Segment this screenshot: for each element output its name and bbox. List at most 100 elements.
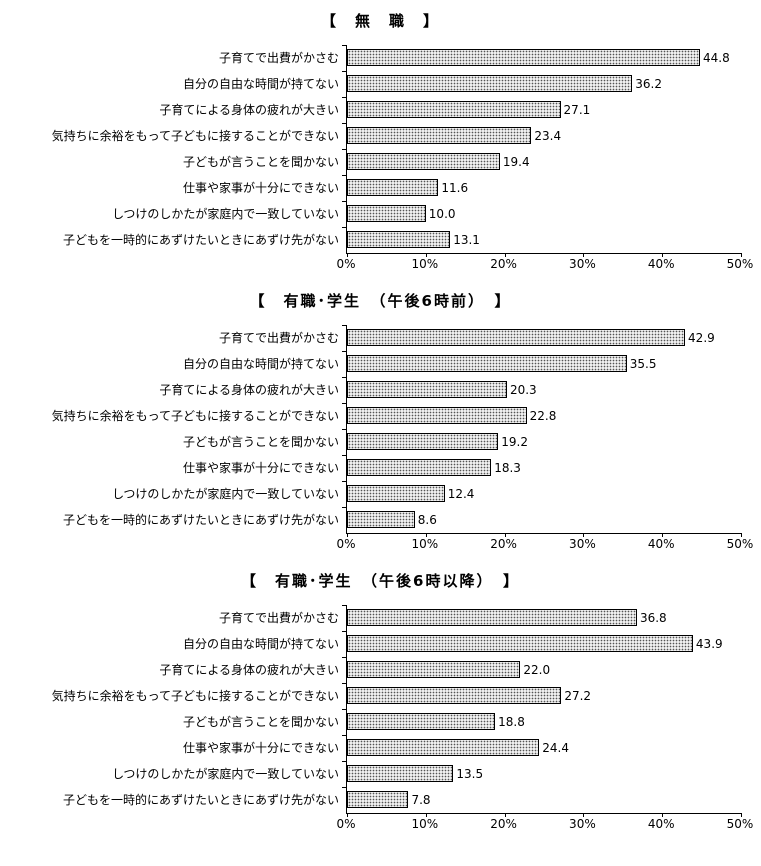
x-axis-tick: [741, 253, 742, 257]
value-label: 36.8: [639, 611, 667, 625]
bar: [347, 635, 693, 652]
category-label: 子どもが言うことを聞かない: [182, 435, 339, 449]
category-label: 子どもを一時的にあずけたいときにあずけ先がない: [62, 513, 339, 527]
category-label: 子育てによる身体の疲れが大きい: [159, 663, 339, 677]
bar-row: 子どもを一時的にあずけたいときにあずけ先がない 8.6: [63, 507, 741, 533]
x-axis-tick: [741, 813, 742, 817]
category-label: 子どもを一時的にあずけたいときにあずけ先がない: [62, 793, 339, 807]
bar: [347, 687, 562, 704]
bar-row: 子育てで出費がかさむ 42.9: [219, 325, 741, 351]
category-label: 子どもを一時的にあずけたいときにあずけ先がない: [62, 233, 339, 247]
bar-row: 仕事や家事が十分にできない 18.3: [183, 455, 741, 481]
value-label: 18.8: [498, 715, 525, 729]
value-label: 22.8: [529, 409, 557, 423]
x-axis-tick-label: 0%: [336, 817, 356, 831]
bar-row: 子どもが言うことを聞かない 19.4: [183, 149, 741, 175]
category-label: しつけのしかたが家庭内で一致していない: [112, 767, 339, 781]
plot-area: 子育てで出費がかさむ 44.8 自分の自由な時間が持てない 36.2 子育てによる身体の…: [52, 45, 742, 257]
x-axis-tick-label: 30%: [569, 537, 596, 551]
x-axis-tick-label: 50%: [726, 817, 754, 831]
bar-row: 仕事や家事が十分にできない 24.4: [183, 735, 741, 761]
x-axis-tick-label: 10%: [411, 537, 439, 551]
bar: [347, 713, 496, 730]
category-label: 仕事や家事が十分にできない: [182, 181, 339, 195]
category-label: 子育てによる身体の疲れが大きい: [159, 103, 339, 117]
bar: [347, 739, 540, 756]
chart-unemployed: 【 無 職 】 子育てで出費がかさむ 44.8 自分の自由な時間が持てない 36.2 子…: [0, 10, 761, 276]
bar: [347, 765, 454, 782]
bar: [347, 459, 492, 476]
category-label: 子育てで出費がかさむ: [218, 331, 339, 345]
value-label: 27.2: [564, 689, 592, 703]
bar-row: 子育てによる身体の疲れが大きい 27.1: [159, 97, 741, 123]
x-axis: 0% 10% 20% 30% 40% 50%: [336, 817, 753, 836]
bar-row: 仕事や家事が十分にできない 11.6: [183, 175, 741, 201]
value-label: 12.4: [447, 487, 475, 501]
x-axis-tick-label: 10%: [411, 817, 439, 831]
chart-title: 【 有職･学生 （午後6時以降） 】: [241, 572, 520, 590]
bar: [347, 609, 637, 626]
bar: [347, 101, 561, 118]
value-label: 13.1: [453, 233, 480, 247]
bar-row: 気持ちに余裕をもって子どもに接することができない 22.8: [52, 403, 741, 429]
bar-row: 自分の自由な時間が持てない 43.9: [183, 631, 741, 657]
bar: [347, 661, 521, 678]
value-label: 7.8: [411, 793, 431, 807]
bar: [347, 355, 627, 372]
x-axis-tick-label: 30%: [569, 257, 596, 271]
x-axis-tick-label: 40%: [647, 817, 675, 831]
category-label: 仕事や家事が十分にできない: [182, 741, 339, 755]
chart-employed-before-6pm: 【 有職･学生 （午後6時前） 】 子育てで出費がかさむ 42.9 自分の自由な時間…: [0, 290, 761, 556]
x-axis-tick-label: 50%: [726, 257, 754, 271]
value-label: 35.5: [629, 357, 657, 371]
category-label: 気持ちに余裕をもって子どもに接することができない: [51, 409, 339, 423]
bar-row: 子どもが言うことを聞かない 18.8: [183, 709, 741, 735]
category-label: しつけのしかたが家庭内で一致していない: [112, 207, 339, 221]
report-page: 【 無 職 】 子育てで出費がかさむ 44.8 自分の自由な時間が持てない 36.2 子…: [0, 10, 761, 836]
bar: [347, 127, 532, 144]
x-axis-tick-label: 0%: [336, 257, 356, 271]
x-axis-tick: [662, 813, 664, 817]
value-label: 42.9: [688, 331, 715, 345]
x-axis-tick-label: 0%: [336, 537, 356, 551]
bar-row: しつけのしかたが家庭内で一致していない 13.5: [112, 761, 741, 787]
x-axis-tick-label: 30%: [569, 817, 596, 831]
x-axis-tick: [504, 813, 506, 817]
value-label: 22.0: [523, 663, 551, 677]
bar: [347, 179, 439, 196]
plot-area: 子育てで出費がかさむ 42.9 自分の自由な時間が持てない 35.5 子育てによる身体の…: [52, 325, 742, 537]
x-axis-tick: [662, 533, 664, 537]
category-label: 子育てで出費がかさむ: [218, 51, 339, 65]
x-axis: 0% 10% 20% 30% 40% 50%: [336, 537, 753, 556]
bar: [347, 153, 500, 170]
value-label: 20.3: [509, 383, 537, 397]
x-axis-tick: [504, 533, 506, 537]
value-label: 36.2: [635, 77, 662, 91]
x-axis-tick: [425, 813, 427, 817]
value-label: 19.4: [502, 155, 530, 169]
x-axis-tick: [347, 253, 348, 257]
bar: [347, 407, 527, 424]
value-label: 44.8: [703, 51, 730, 65]
bar: [347, 791, 409, 808]
value-label: 18.3: [494, 461, 521, 475]
category-label: 気持ちに余裕をもって子どもに接することができない: [51, 129, 339, 143]
value-label: 11.6: [441, 181, 469, 195]
category-label: 子育てで出費がかさむ: [218, 611, 339, 625]
category-label: 仕事や家事が十分にできない: [182, 461, 339, 475]
x-axis-tick: [583, 533, 585, 537]
x-axis-tick-label: 20%: [490, 817, 517, 831]
bar-row: 子どもを一時的にあずけたいときにあずけ先がない 13.1: [63, 227, 741, 253]
x-axis-tick-label: 50%: [726, 537, 754, 551]
x-axis: 0% 10% 20% 30% 40% 50%: [336, 257, 753, 276]
x-axis-tick-label: 20%: [490, 257, 517, 271]
category-label: しつけのしかたが家庭内で一致していない: [112, 487, 339, 501]
value-label: 13.5: [456, 767, 484, 781]
chart-title: 【 無 職 】: [320, 12, 440, 30]
chart-title: 【 有職･学生 （午後6時前） 】: [249, 292, 512, 310]
bar-row: 気持ちに余裕をもって子どもに接することができない 23.4: [52, 123, 741, 149]
bar-row: しつけのしかたが家庭内で一致していない 12.4: [112, 481, 741, 507]
x-axis-tick: [425, 253, 427, 257]
value-label: 19.2: [501, 435, 528, 449]
bar: [347, 329, 686, 346]
